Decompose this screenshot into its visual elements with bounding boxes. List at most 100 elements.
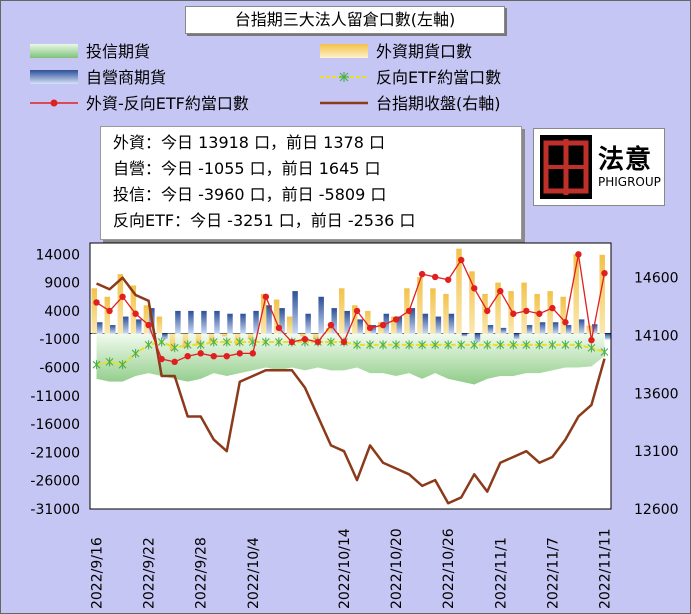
foreign-futures-bar [560,296,566,334]
etf-point [457,340,466,350]
etf-point [496,340,505,350]
foreign-futures-bar [312,333,319,340]
foreign-minus-etf-point [275,324,283,332]
foreign-minus-etf-point [575,251,582,258]
foreign-futures-bar [456,248,462,334]
index-close-line [96,276,606,505]
foreign-minus-etf-point [392,316,400,323]
foreign-minus-etf-point [601,269,608,277]
summary-foreign: 外資：今日 13918 口，前日 1378 口 [113,133,385,152]
legend-swatch-star-line [320,72,368,82]
foreign-futures-bar [443,293,449,334]
foreign-futures-bar [169,333,176,351]
x-tick-label: 2022/11/11 [597,528,613,609]
y-left-tick-label: -31000 [30,502,80,518]
y-right-tick-label: 12600 [634,502,679,518]
etf-point [157,337,166,347]
etf-point [222,337,231,347]
foreign-minus-etf-point [236,350,243,357]
foreign-minus-etf-point [340,338,348,346]
dealer-futures-bar [344,310,350,334]
dealer-futures-bar [292,291,298,334]
foreign-futures-bar [156,316,163,334]
y-left-tick-label: -21000 [30,445,80,461]
foreign-minus-etf-point [588,336,595,344]
foreign-minus-etf-point [444,276,452,283]
dealer-futures-bar [578,319,585,334]
etf-point [535,340,544,350]
foreign-minus-etf-point [158,355,165,363]
foreign-futures-bar [378,322,384,334]
foreign-minus-etf-point [184,352,191,360]
foreign-futures-bar [482,293,488,334]
legend-entry-foreign: 外資期貨口數 [320,40,590,64]
etf-point [379,340,387,350]
foreign-futures-bar [469,271,475,334]
x-tick-label: 2022/10/4 [246,537,262,609]
foreign-futures-bar [521,282,527,334]
legend-swatch-dot-line [30,99,78,107]
dealer-futures-bar [175,310,181,334]
etf-point [392,340,400,350]
foreign-futures-bar [339,288,345,334]
foreign-minus-etf-point [458,256,465,264]
foreign-futures-bar [247,333,254,340]
legend-label: 台指期收盤(右軸) [376,94,501,113]
x-tick-label: 2022/9/28 [194,537,210,609]
dealer-futures-bar [370,325,377,334]
dealer-futures-bar [279,308,285,334]
foreign-futures-bar [195,333,202,345]
foreign-minus-etf-point [353,307,361,315]
legend-swatch-bar [30,70,78,84]
etf-point [405,340,414,350]
etf-point [353,340,361,350]
dealer-futures-bar [240,313,246,334]
summary-box: 外資：今日 13918 口，前日 1378 口 自營：今日 -1055 口，前日… [100,126,522,240]
dealer-futures-bar [409,308,416,334]
y-left-tick-label: -6000 [39,361,80,377]
legend-label: 外資期貨口數 [376,42,473,61]
dealer-futures-bar [422,313,429,334]
summary-etf: 反向ETF：今日 -3251 口，前日 -2536 口 [113,211,416,230]
etf-point [196,340,205,350]
etf-point [587,343,596,353]
foreign-minus-etf-point [262,293,270,300]
dealer-futures-bar [565,325,572,334]
y-right-tick-label: 13100 [634,444,679,460]
foreign-minus-etf-point [223,352,230,360]
dealer-futures-bar [552,322,559,334]
chart-legend: 投信期貨 外資期貨口數 自營商期貨 反向ETF約當口數 外資-反向ETF約當口數 [30,40,590,116]
chart-title: 台指期三大法人留倉口數(左軸) [185,6,505,34]
dealer-futures-bar [188,310,194,334]
trust-futures-area [96,333,605,385]
dealer-futures-bar [227,313,233,334]
dealer-futures-bar [435,316,442,334]
etf-point [327,337,335,347]
foreign-minus-etf-point [471,285,478,292]
foreign-minus-etf-point [288,338,296,346]
etf-point [470,340,479,350]
foreign-minus-etf-point [119,293,126,300]
summary-trust: 投信：今日 -3960 口，前日 -5809 口 [113,185,387,204]
dealer-futures-bar [266,305,272,334]
foreign-minus-etf-point [171,358,178,366]
y-left-tick-label: 9000 [44,276,80,292]
legend-entry-foreign-minus-etf: 外資-反向ETF約當口數 [30,92,330,116]
legend-entry-dealer: 自營商期貨 [30,66,330,90]
foreign-minus-etf-point [314,338,322,346]
foreign-minus-etf-point [132,310,139,317]
x-tick-label: 2022/9/16 [90,537,106,609]
dealer-futures-bar [396,316,403,334]
etf-point [366,340,374,350]
dealer-futures-bar [604,333,611,340]
dealer-futures-bar [448,313,455,334]
dealer-futures-bar [474,333,481,343]
etf-point [261,337,270,347]
y-left-tick-label: -26000 [30,474,80,490]
dealer-futures-bar [539,322,546,334]
foreign-minus-etf-point [549,304,556,312]
foreign-futures-bar [182,333,189,348]
y-left-tick-label: -1000 [39,332,80,348]
foreign-minus-etf-point [301,336,309,343]
